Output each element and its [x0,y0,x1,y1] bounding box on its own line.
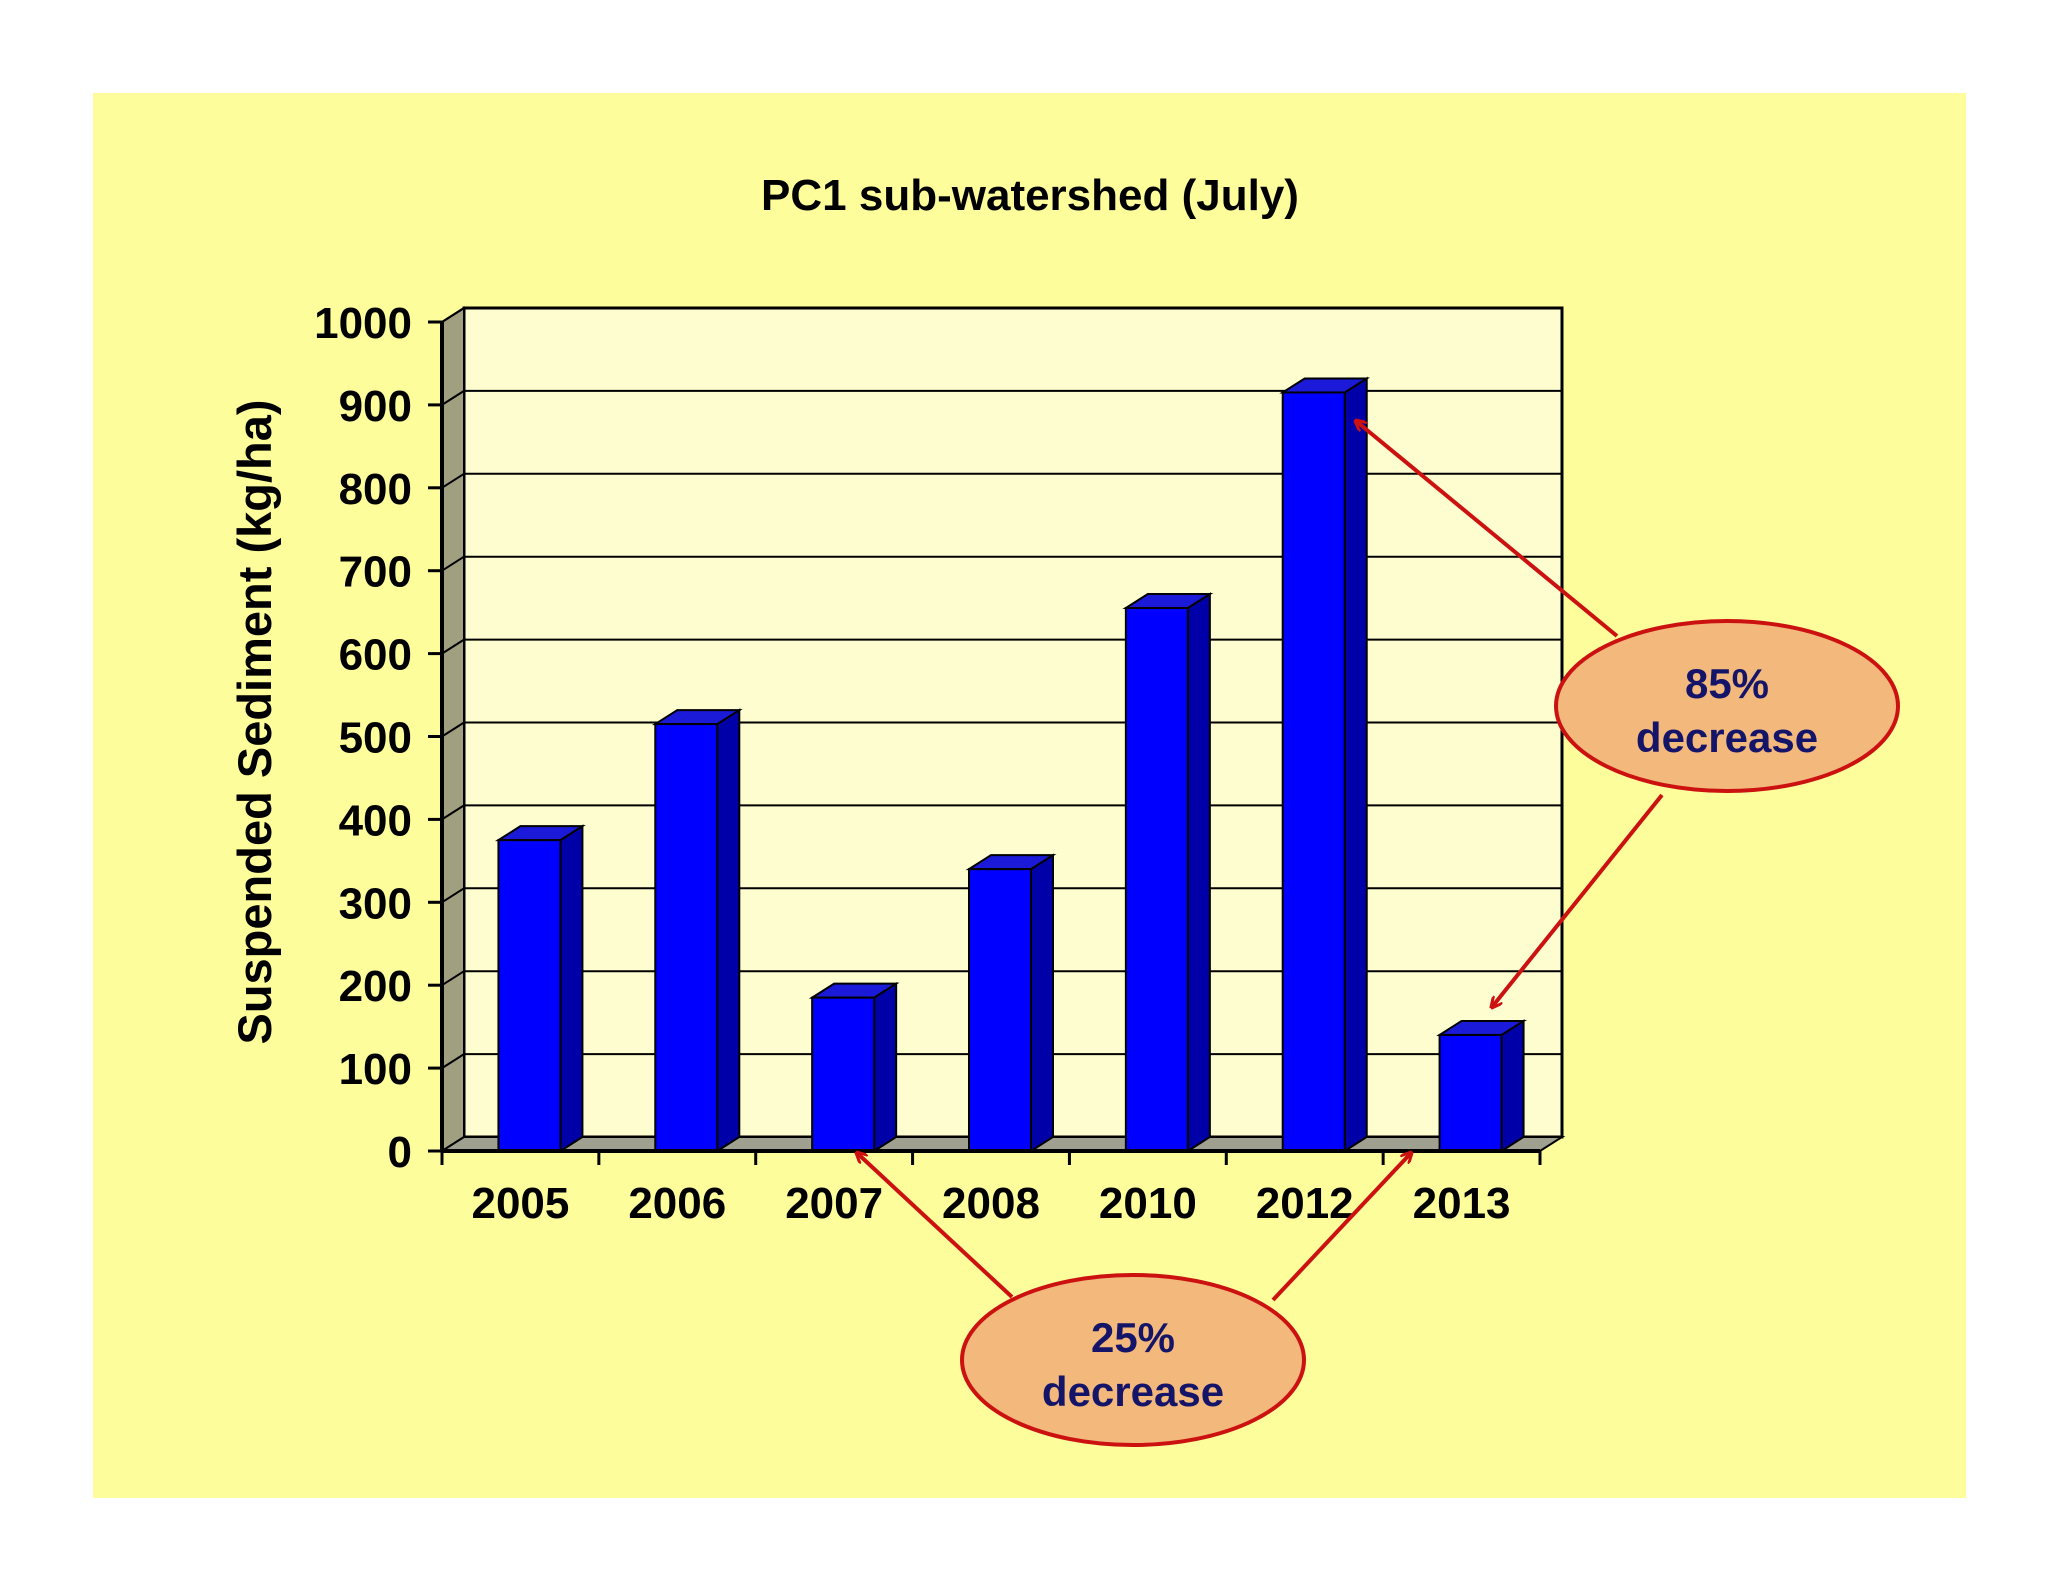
gridline-side [441,887,465,904]
gridline-side [441,721,465,738]
bar-2012 [1279,376,1371,1153]
bar-2008 [965,853,1057,1153]
bar [968,868,1032,1152]
y-tick-label: 300 [339,879,412,928]
annotation-percent: 85% [1685,660,1769,707]
annotation-text: decrease [1636,714,1818,761]
bar-2010 [1122,592,1214,1153]
annotation-ellipse [960,1273,1306,1447]
annotation-ellipse [1554,619,1900,793]
chart-title: PC1 sub-watershed (July) [761,171,1299,220]
bar-side [1500,1019,1525,1153]
bar-side [1186,592,1211,1153]
annotation-arrow [1356,421,1619,638]
annotation-percent: 25% [1091,1314,1175,1361]
annotation-text: decrease [1042,1368,1224,1415]
x-tick-label: 2007 [785,1179,883,1228]
y-axis-label: Suspended Sediment (kg/ha) [228,399,281,1044]
bar-side [873,981,898,1153]
gridline-side [441,1053,465,1069]
bar-side [716,708,741,1153]
y-tick-label: 200 [339,962,412,1011]
gridline-side [441,638,465,655]
x-tick-label: 2005 [471,1179,569,1228]
gridline-side [441,472,465,489]
bar-side [1343,376,1368,1153]
axes: 0 100 200 300 400 500 600 700 800 900 1000 2005 2006… [314,299,1542,1228]
gridline-side [441,804,465,821]
bar-2013 [1436,1019,1528,1153]
x-tick-label: 2012 [1256,1179,1354,1228]
y-tick-label: 700 [339,548,412,597]
y-tick-label: 800 [339,465,412,514]
annotations: 85% decrease 25% decrease [857,421,1900,1447]
bar-side [559,824,584,1153]
y-tick-label: 600 [339,631,412,680]
bar-side [1030,853,1054,1153]
y-tick-label: 1000 [314,299,412,348]
x-tick-label: 2008 [942,1179,1040,1228]
x-tick-label: 2006 [628,1179,726,1228]
annotation-callout: 25% decrease [960,1273,1306,1447]
bar-2007 [808,981,900,1153]
annotation-arrow [857,1153,1014,1299]
y-tick-label: 500 [339,714,412,763]
annotation-callout: 85% decrease [1554,619,1900,793]
bars [494,376,1528,1153]
bar [811,996,876,1153]
annotation-arrow [1492,793,1664,1007]
bar-2005 [494,824,586,1153]
annotation-arrow [1271,1153,1411,1302]
bar [1438,1033,1503,1152]
gridline-side [441,555,465,572]
y-tick-label: 400 [339,796,412,845]
y-tick-label: 100 [339,1045,412,1094]
x-tick-label: 2013 [1413,1179,1511,1228]
gridline-side [441,390,465,406]
y-tick-label: 0 [388,1128,412,1177]
x-tick-label: 2010 [1099,1179,1197,1228]
bar [654,723,719,1152]
bar-2006 [651,708,743,1153]
gridline-side [441,970,465,987]
bar [497,839,562,1152]
bar [1124,607,1189,1152]
y-tick-label: 900 [339,382,412,431]
bar [1281,391,1346,1152]
gridline-side [441,307,465,323]
